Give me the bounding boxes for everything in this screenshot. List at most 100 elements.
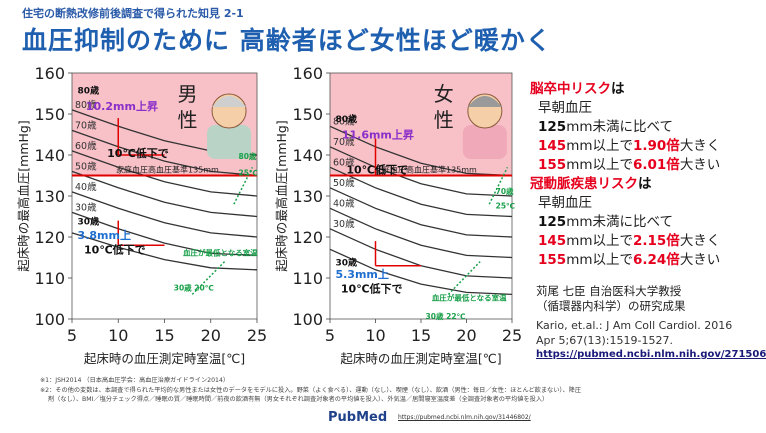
y-tick-label: 150 — [34, 105, 65, 124]
series-label: 80歳 — [333, 115, 355, 127]
gender-label: 女 — [434, 82, 454, 106]
chd-155-ratio: 6.24倍 — [633, 252, 680, 268]
series-line — [71, 150, 258, 197]
series-label: 40歳 — [75, 181, 97, 193]
x-tick-label: 10 — [365, 326, 385, 345]
series-line — [71, 170, 258, 218]
drop-arrow — [374, 241, 421, 267]
min-bp-arrow — [488, 166, 509, 205]
illustration-hair — [467, 96, 502, 107]
annotation-age_label: 80歳 — [335, 113, 357, 125]
x-tick-label: 5 — [67, 326, 77, 345]
stroke-145-tail: 大きく — [679, 138, 721, 154]
y-axis-label: 起床時の最高血圧[mmHg] — [274, 120, 289, 271]
annotation-drop: 10℃低下で — [84, 242, 146, 256]
citation: Kario, et.al.: J Am Coll Cardiol. 2016 A… — [536, 318, 732, 348]
y-tick-label: 130 — [34, 187, 65, 206]
series-label: 50歳 — [333, 177, 355, 189]
chd-155-tail: 大きい — [679, 252, 721, 268]
y-tick-label: 160 — [34, 64, 65, 83]
chart-panel-male: 100 110 120 130 140 150 160 5 10 15 20 25起床時の血圧測定時室… — [16, 64, 267, 366]
chd-145-num: 145 — [538, 233, 567, 249]
annotation-age_label: 30歳 — [335, 257, 357, 269]
illustration-hair — [212, 96, 247, 107]
series-line — [329, 125, 513, 177]
illustration-body — [462, 125, 507, 159]
stroke-155-num: 155 — [538, 157, 567, 173]
annotation-note: 血圧が最低となる室温 — [183, 247, 258, 257]
pubmed-link[interactable]: https://pubmed.ncbi.nlm.nih.gov/31446802… — [398, 414, 531, 421]
y-tick-label: 120 — [292, 228, 323, 247]
elderly-man-illustration-icon — [207, 93, 252, 159]
y-tick-label: 110 — [34, 269, 65, 288]
annotation-age_label: 80歳 — [78, 85, 100, 97]
annotation-rise: 3.8mm上 — [78, 228, 131, 242]
y-tick-label: 150 — [292, 105, 323, 124]
stroke-risk-heading: 脳卒中リスクは — [530, 80, 762, 99]
drop-arrow — [117, 118, 165, 156]
footnote-1: ※1：JSH2014 （日本高血圧学会：高血圧治療ガイドライン2014） — [40, 377, 230, 384]
morning-bp-label-2: 早朝血圧 — [538, 195, 592, 211]
chd-risk-label: 冠動脈疾患リスク — [530, 176, 638, 192]
stroke-155-ratio: 6.01倍 — [633, 157, 680, 173]
series-label: 70歳 — [75, 119, 97, 131]
stroke-145-mid: mm以上で — [566, 138, 633, 154]
y-tick-label: 100 — [292, 310, 323, 329]
annotation-note: 30歳 20℃ — [174, 282, 214, 292]
gender-label: 性 — [177, 108, 197, 132]
header-subtitle: 住宅の断熱改修前後調査で得られた知見 2-1 — [22, 7, 244, 20]
chd-base-rest: mm未満に比べて — [566, 214, 673, 230]
citation-line-2: Apr 5;67(13):1519-1527. — [536, 334, 673, 347]
risk-summary-panel: 脳卒中リスクは 早朝血圧 125mm未満に比べて 145mm以上で1.90倍大き… — [530, 80, 762, 270]
y-tick-label: 110 — [292, 269, 323, 288]
citation-line-1: Kario, et.al.: J Am Coll Cardiol. 2016 — [536, 319, 733, 332]
y-tick-label: 160 — [292, 64, 323, 83]
x-axis-label: 起床時の血圧測定時室温[℃] — [340, 351, 501, 366]
chd-row-145: 145mm以上で2.15倍大きく — [530, 232, 762, 251]
x-tick-label: 20 — [456, 326, 476, 345]
footnote-3: 剤（なし）、BMI／塩分チェック得点／睡眠の質／睡眠時間／前夜の飲酒有無（男女そ… — [48, 396, 549, 403]
slide-title: 血圧抑制のために 高齢者ほど女性ほど暖かく — [22, 26, 552, 55]
series-label: 30歳 — [75, 201, 97, 213]
drop-arrow — [374, 138, 421, 177]
chd-base-num: 125 — [538, 214, 567, 230]
x-axis-label: 起床時の血圧測定時室温[℃] — [84, 351, 245, 366]
chd-145-tail: 大きく — [679, 233, 721, 249]
annotation-rise: 5.3mm上 — [335, 267, 388, 281]
series-line — [329, 207, 513, 259]
stroke-base-num: 125 — [538, 119, 567, 135]
y-tick-label: 140 — [34, 146, 65, 165]
y-tick-label: 120 — [34, 228, 65, 247]
annotation-note: 25℃ — [239, 169, 259, 178]
citation-link[interactable]: https://pubmed.ncbi.nlm.nih.gov/27150682… — [536, 349, 766, 360]
stroke-base-row: 125mm未満に比べて — [530, 118, 762, 137]
y-tick-label: 140 — [292, 146, 323, 165]
annotation-note: 70歳 — [496, 186, 514, 196]
x-tick-label: 15 — [154, 326, 174, 345]
x-tick-label: 20 — [201, 326, 221, 345]
chd-155-mid: mm以上で — [566, 252, 633, 268]
annotation-note: 80歳 — [239, 151, 257, 161]
research-credit: 苅尾 七臣 自治医科大学教授 （循環器内科学）の研究成果 — [536, 284, 686, 314]
annotation-age_label: 30歳 — [78, 216, 100, 228]
annotation-drop: 10℃低下で — [341, 281, 403, 295]
credit-line-1: 苅尾 七臣 自治医科大学教授 — [536, 284, 682, 298]
series-label: 60歳 — [333, 156, 355, 168]
annotation-note: 血圧が最低となる室温 — [432, 293, 507, 303]
series-line — [329, 146, 513, 197]
series-label: 40歳 — [333, 197, 355, 209]
chd-risk-heading: 冠動脈疾患リスクは — [530, 175, 762, 194]
stroke-row-155: 155mm以上で6.01倍大きい — [530, 156, 762, 175]
x-tick-label: 5 — [325, 326, 335, 345]
stroke-145-ratio: 1.90倍 — [633, 138, 680, 154]
series-line — [71, 191, 258, 238]
reference-line-label: 家庭血圧高血圧基準135mm — [116, 165, 219, 175]
y-axis-label: 起床時の最高血圧[mmHg] — [16, 120, 31, 271]
annotation-drop: 10℃低下で — [346, 162, 408, 176]
y-tick-label: 130 — [292, 187, 323, 206]
chd-155-num: 155 — [538, 252, 567, 268]
chd-base-row: 125mm未満に比べて — [530, 213, 762, 232]
stroke-155-tail: 大きい — [679, 157, 721, 173]
elderly-woman-illustration-icon — [462, 93, 507, 159]
